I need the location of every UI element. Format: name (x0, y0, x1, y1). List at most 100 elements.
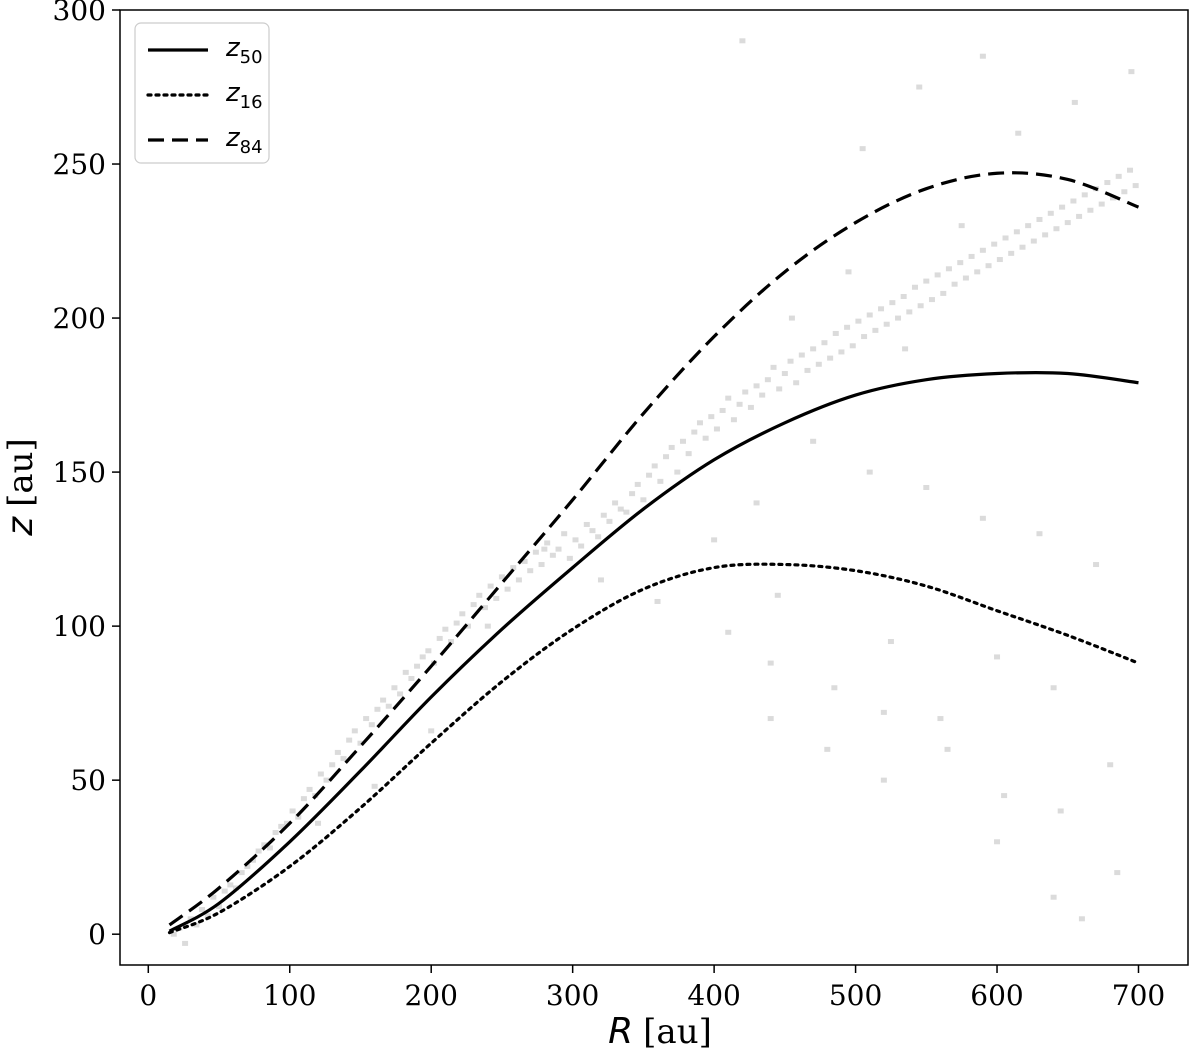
scatter-point (527, 568, 534, 574)
scatter-point (380, 697, 387, 703)
x-axis-label: R [au] (608, 1011, 712, 1049)
x-tick-label: 0 (139, 979, 157, 1012)
scatter-point (880, 777, 887, 783)
scatter-point (1071, 99, 1078, 105)
y-tick-label: 100 (53, 610, 106, 643)
scatter-point (1076, 213, 1083, 219)
scatter-point (832, 330, 839, 336)
scatter-point (994, 839, 1001, 845)
scatter-point (436, 635, 443, 641)
scatter-point (1059, 204, 1066, 210)
scatter-point (566, 555, 573, 561)
scatter-point (1042, 232, 1049, 238)
scatter-point (1008, 250, 1015, 256)
scatter-points (170, 38, 1139, 946)
scatter-point (572, 537, 579, 543)
scatter-point (1057, 808, 1064, 814)
scatter-point (334, 749, 341, 755)
scatter-point (306, 786, 313, 792)
x-tick-label: 500 (829, 979, 882, 1012)
scatter-point (968, 253, 975, 259)
scatter-point (329, 762, 336, 768)
scatter-point (315, 820, 322, 826)
scatter-point (685, 451, 692, 457)
scatter-point (958, 223, 965, 229)
scatter-point (996, 257, 1003, 263)
scatter-point (597, 577, 604, 583)
scatter-point (646, 472, 653, 478)
scatter-point (261, 842, 268, 848)
scatter-point (902, 346, 909, 352)
scatter-point (368, 722, 375, 728)
scatter-point (916, 84, 923, 90)
scatter-point (838, 349, 845, 355)
scatter-point (1121, 189, 1128, 195)
scatter-point (859, 146, 866, 152)
scatter-point (861, 334, 868, 340)
scatter-point (199, 907, 206, 913)
scatter-point (532, 549, 539, 555)
scatter-point (623, 509, 630, 515)
scatter-point (742, 389, 749, 395)
scatter-point (940, 290, 947, 296)
scatter-point (866, 312, 873, 318)
scatter-point (1036, 216, 1043, 222)
scatter-point (849, 343, 856, 349)
scatter-point (634, 481, 641, 487)
scatter-point (917, 303, 924, 309)
legend-box (134, 22, 270, 164)
scatter-point (1098, 201, 1105, 207)
x-axis-ticks: 0 100 200 300 400 500 600 700 (139, 965, 1165, 1012)
scatter-point (1015, 130, 1022, 136)
scatter-point (887, 639, 894, 645)
scatter-point (385, 703, 392, 709)
scatter-point (484, 623, 491, 629)
scatter-point (774, 592, 781, 598)
scatter-point (855, 318, 862, 324)
scatter-point (944, 746, 951, 752)
scatter-point (600, 512, 607, 518)
scatter-point (397, 691, 404, 697)
scatter-point (798, 352, 805, 358)
scatter-point (872, 327, 879, 333)
scatter-point (883, 321, 890, 327)
legend-label: z16 (225, 78, 263, 113)
scatter-point (900, 294, 907, 299)
scatter-point (845, 269, 852, 275)
scatter-point (767, 716, 774, 722)
scatter-point (459, 611, 466, 617)
scatter-point (654, 598, 661, 604)
scatter-point (1064, 220, 1071, 226)
scatter-point (498, 574, 505, 580)
scatter-point (617, 506, 624, 512)
scatter-point (481, 605, 488, 611)
scatter-point (651, 463, 658, 469)
scatter-point (210, 894, 217, 900)
scatter-point (979, 53, 986, 59)
scatter-point (1128, 69, 1135, 75)
scatter-point (696, 420, 703, 426)
scatter-point (906, 309, 913, 315)
x-tick-label: 300 (546, 979, 599, 1012)
scatter-point (753, 500, 760, 506)
scatter-point (668, 444, 675, 450)
scatter-point (1030, 238, 1037, 244)
scatter-point (725, 395, 732, 401)
scatter-point (374, 706, 381, 712)
scatter-point (515, 577, 522, 583)
scatter-point (1107, 762, 1114, 768)
scatter-point (255, 848, 262, 854)
scatter-point (994, 654, 1001, 660)
scatter-point (1093, 562, 1100, 568)
scatter-point (170, 931, 177, 937)
scatter-point (713, 426, 720, 432)
scatter-point (283, 820, 290, 826)
scatter-point (216, 903, 223, 909)
scatter-point (753, 383, 760, 389)
scatter-point (739, 38, 746, 44)
scatter-point (510, 565, 517, 571)
scatter-point (957, 260, 964, 266)
scatter-point (880, 709, 887, 715)
scatter-point (1053, 226, 1060, 232)
